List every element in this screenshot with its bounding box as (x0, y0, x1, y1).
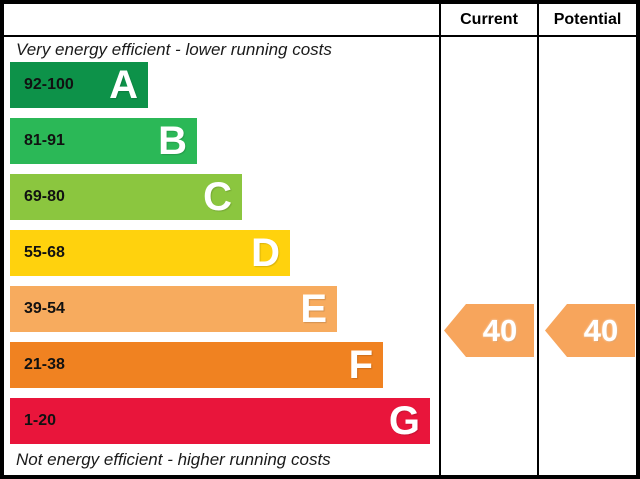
left-arrow-icon (444, 304, 534, 357)
potential-rating-arrow: 40 (545, 304, 635, 357)
left-arrow-icon (545, 304, 635, 357)
bottom-caption: Not energy efficient - higher running co… (16, 450, 331, 469)
potential-rating-value: 40 (583, 312, 619, 348)
band-letter: C (203, 175, 232, 219)
band-range: 69-80 (24, 188, 65, 205)
band-letter: D (251, 231, 280, 275)
band-letter: E (300, 287, 327, 331)
band-row: 81-91 B (10, 118, 197, 164)
band-range: 21-38 (24, 356, 65, 373)
band-letter: A (109, 63, 138, 107)
current-rating-arrow: 40 (444, 304, 534, 357)
header-potential-label: Potential (553, 10, 622, 28)
band-range: 92-100 (24, 76, 74, 93)
band-row: 69-80 C (10, 174, 242, 220)
header-separator (4, 35, 636, 37)
band-range: 1-20 (24, 412, 57, 429)
band-row: 21-38 F (10, 342, 383, 388)
band-row: 55-68 D (10, 230, 290, 276)
band-range: 81-91 (24, 132, 65, 149)
band-letter: B (158, 119, 187, 163)
band-letter: G (388, 399, 420, 443)
header-current-label: Current (460, 10, 518, 28)
column-separator-current (439, 4, 441, 475)
top-caption: Very energy efficient - lower running co… (16, 40, 332, 59)
current-rating-value: 40 (482, 312, 518, 348)
column-separator-potential (537, 4, 539, 475)
band-letter: F (348, 343, 373, 387)
bands: 92-100 A 81-91 B 69-80 C 55-68 D 39-54 E… (10, 62, 430, 444)
band-row: 1-20 G (10, 398, 430, 444)
band-range: 39-54 (24, 300, 65, 317)
band-range: 55-68 (24, 244, 65, 261)
band-row: 92-100 A (10, 62, 148, 108)
band-row: 39-54 E (10, 286, 337, 332)
